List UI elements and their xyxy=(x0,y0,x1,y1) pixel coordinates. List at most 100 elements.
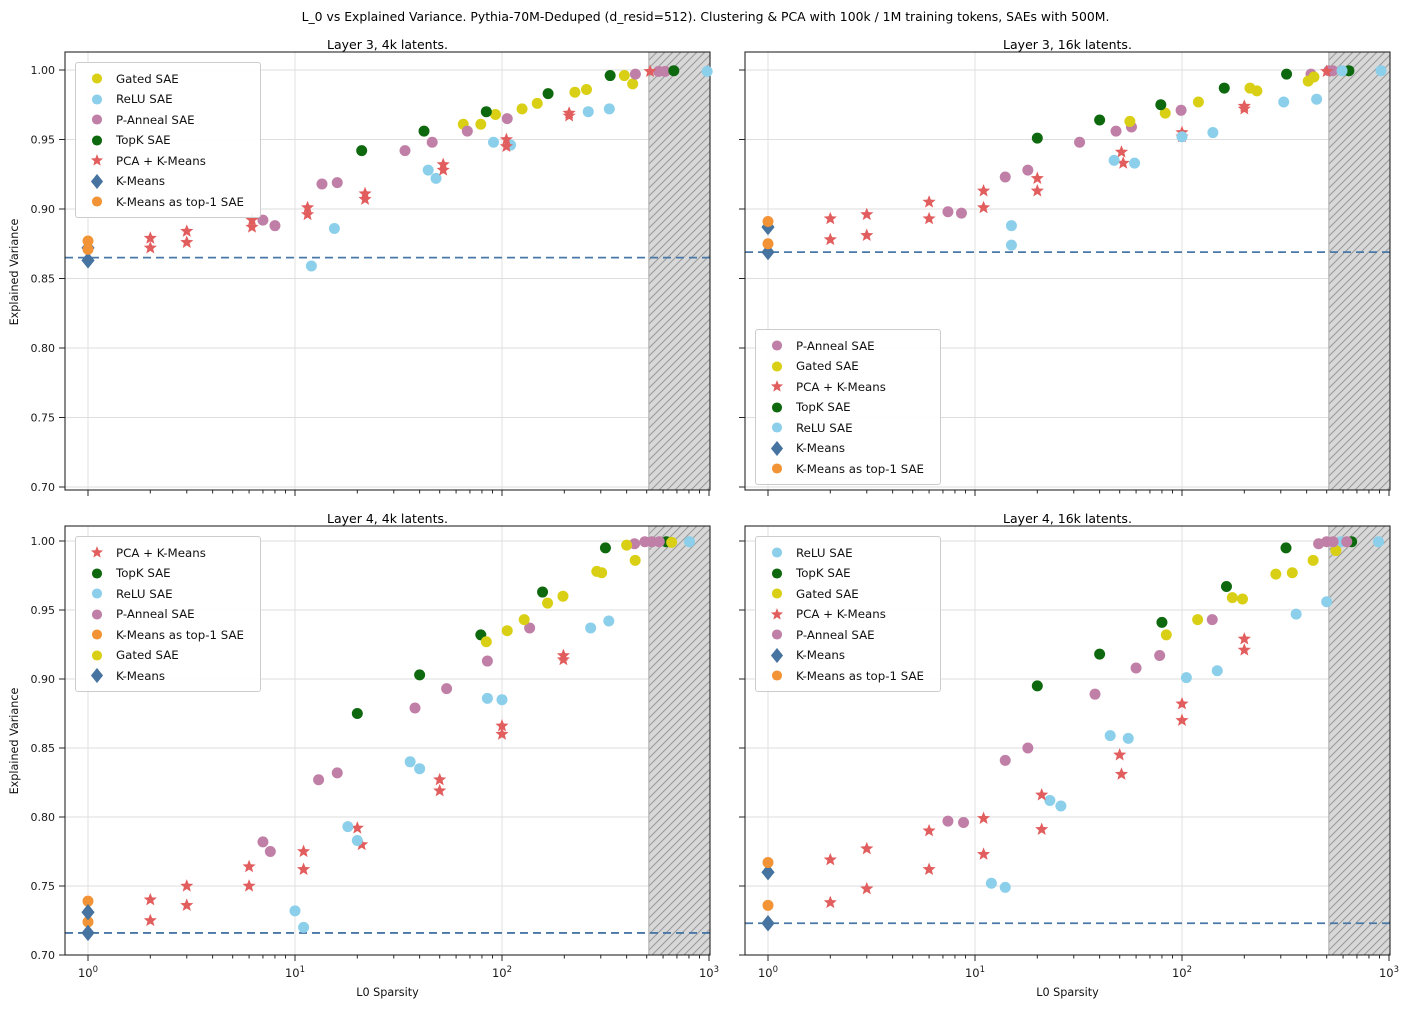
legend-entry-relu-sae: ReLU SAE xyxy=(767,420,924,435)
axis-ticks xyxy=(59,69,710,496)
series-gated-sae xyxy=(1160,545,1342,641)
figure-title: L_0 vs Explained Variance. Pythia-70M-De… xyxy=(301,9,1110,24)
data-point xyxy=(499,132,513,146)
data-point xyxy=(351,708,363,719)
svg-text:103: 103 xyxy=(699,965,719,980)
data-point xyxy=(531,97,543,109)
data-point xyxy=(90,668,104,683)
data-point xyxy=(1278,96,1290,108)
data-point xyxy=(762,857,774,869)
data-point xyxy=(771,422,783,433)
legend-label: TopK SAE xyxy=(796,566,851,580)
legend-entry-pca-k-means: PCA + K-Means xyxy=(87,545,244,560)
data-point xyxy=(771,360,783,372)
legend-entry-p-anneal-sae: P-Anneal SAE xyxy=(767,338,924,353)
data-point xyxy=(1094,648,1106,660)
data-point xyxy=(516,103,528,115)
data-point xyxy=(1308,71,1320,83)
legend-label: K-Means xyxy=(116,174,166,188)
data-point xyxy=(771,588,783,599)
svg-text:102: 102 xyxy=(1172,965,1192,980)
data-point xyxy=(316,178,328,190)
data-point xyxy=(942,206,954,218)
legend-label: K-Means as top-1 SAE xyxy=(116,627,244,642)
series-pca-k-means xyxy=(823,64,1334,246)
legend-label: P-Anneal SAE xyxy=(116,607,195,621)
circle-marker-icon xyxy=(771,567,783,579)
svg-text:100: 100 xyxy=(758,965,778,980)
svg-text:0.85: 0.85 xyxy=(31,273,56,286)
data-point xyxy=(1311,93,1323,105)
data-point xyxy=(91,567,103,579)
legend-label: Gated SAE xyxy=(796,586,859,601)
svg-text:1.00: 1.00 xyxy=(31,64,56,77)
data-point xyxy=(433,783,447,797)
series-relu-sae xyxy=(289,536,695,933)
data-point xyxy=(999,754,1011,766)
data-point xyxy=(501,625,513,637)
data-point xyxy=(771,463,783,474)
svg-text:0.90: 0.90 xyxy=(31,673,56,686)
legend-label: PCA + K-Means xyxy=(796,607,886,621)
series-pca-k-means xyxy=(143,64,657,254)
data-point xyxy=(1236,593,1248,605)
data-point xyxy=(342,821,354,833)
legend-layer3-16k: P-Anneal SAE Gated SAE PCA + K-Means TopK S… xyxy=(755,329,941,485)
data-point xyxy=(91,93,103,105)
svg-text:101: 101 xyxy=(965,965,985,980)
data-point xyxy=(823,211,837,225)
legend-entry-relu-sae: ReLU SAE xyxy=(87,586,244,601)
circle-marker-icon xyxy=(771,670,783,681)
data-point xyxy=(404,756,416,768)
data-point xyxy=(90,154,104,166)
legend-label: PCA + K-Means xyxy=(796,379,886,394)
data-point xyxy=(1022,742,1034,754)
data-point xyxy=(542,88,554,100)
data-point xyxy=(569,86,581,98)
data-point xyxy=(599,542,611,554)
data-point xyxy=(1226,592,1238,604)
x-tick-labels: 100 101 102 103 xyxy=(78,965,719,980)
axis-ticks xyxy=(739,69,1390,496)
legend-label: K-Means xyxy=(796,441,846,455)
data-point xyxy=(922,862,936,876)
data-point xyxy=(1035,788,1049,801)
data-point xyxy=(629,68,641,80)
data-point xyxy=(1375,65,1387,77)
legend-label: P-Anneal SAE xyxy=(796,627,875,642)
data-point xyxy=(823,232,837,246)
svg-text:101: 101 xyxy=(285,965,305,980)
data-point xyxy=(143,913,157,927)
data-point xyxy=(1031,132,1043,144)
data-point xyxy=(257,214,269,226)
data-point xyxy=(301,200,315,214)
legend-label: ReLU SAE xyxy=(116,92,173,106)
data-point xyxy=(495,719,509,732)
data-point xyxy=(823,852,837,866)
data-point xyxy=(683,536,695,548)
data-point xyxy=(433,772,447,786)
data-point xyxy=(481,655,493,667)
data-point xyxy=(350,821,364,834)
circle-marker-icon xyxy=(91,588,103,599)
legend-label: K-Means as top-1 SAE xyxy=(116,194,244,209)
data-point xyxy=(542,597,554,609)
data-point xyxy=(399,145,411,157)
star-marker-icon xyxy=(90,154,104,166)
data-point xyxy=(1336,65,1348,77)
data-point xyxy=(1031,680,1043,692)
legend-entry-k-means-as-top-1-sae: K-Means as top-1 SAE xyxy=(87,194,244,209)
data-point xyxy=(1206,614,1218,626)
data-point xyxy=(1373,536,1385,548)
svg-text:0.70: 0.70 xyxy=(31,481,56,494)
data-point xyxy=(180,235,194,248)
legend-label: Gated SAE xyxy=(116,648,179,662)
legend-entry-gated-sae: Gated SAE xyxy=(767,359,924,374)
data-point xyxy=(1005,239,1017,251)
legend-entry-k-means: K-Means xyxy=(87,173,244,189)
data-point xyxy=(91,629,103,640)
svg-text:0.95: 0.95 xyxy=(31,604,56,617)
legend-entry-topk-sae: TopK SAE xyxy=(767,566,924,581)
data-point xyxy=(762,216,774,228)
legend-entry-gated-sae: Gated SAE xyxy=(767,586,924,601)
